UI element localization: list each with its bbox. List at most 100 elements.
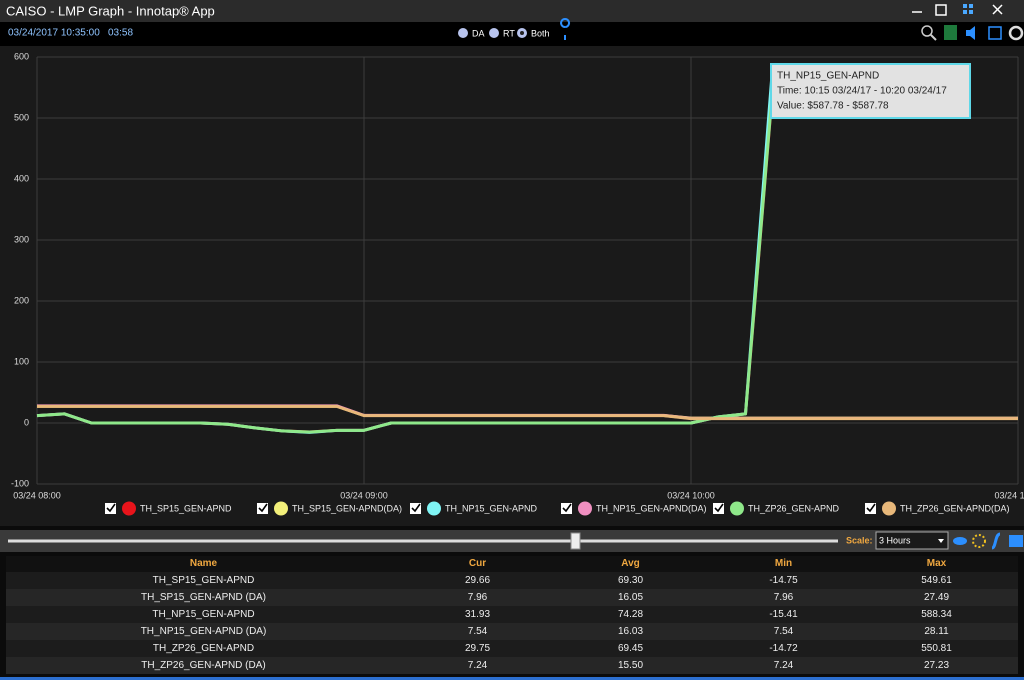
table-cell: 7.24 [773,660,794,671]
table-cell: Min [774,558,793,569]
table-cell: 74.28 [617,609,644,620]
tooltip-value: Value: $587.78 - $587.78 [777,101,889,112]
x-tick-label: 03/24 09:00 [340,490,388,500]
table-row: TH_NP15_GEN-APND (DA) 7.54 16.03 7.54 28.11 [6,623,1018,640]
legend-check [866,503,876,513]
table-cell: 29.66 [464,575,491,586]
legend-checkbox [105,503,116,514]
legend-item[interactable]: TH_SP15_GEN-APND [105,501,232,516]
scale-select[interactable]: 3 Hours [875,531,949,550]
x-tick-label: 03/24 08:00 [13,490,61,500]
legend-item[interactable]: TH_ZP26_GEN-APND(DA) [865,501,1010,516]
window-controls[interactable] [912,4,1003,16]
table-cell: 28.11 [924,626,949,637]
y-tick-label: 100 [14,356,29,366]
table-cell: TH_SP15_GEN-APND (DA) [140,592,267,603]
legend-item[interactable]: TH_SP15_GEN-APND(DA) [257,501,402,516]
radio-label: Both [531,28,550,38]
radio-da[interactable]: DA [458,28,485,38]
table-row: TH_ZP26_GEN-APND 29.75 69.45 -14.72 550.81 [6,640,1018,657]
plot-panel [0,46,1024,526]
timestamp: 03/24/2017 10:35:00 [8,28,100,39]
y-tick-label: 600 [14,51,29,61]
legend-checkbox [865,503,876,514]
table-cell: 7.54 [467,626,488,637]
table-cell: 29.75 [464,643,491,654]
legend-label: TH_SP15_GEN-APND [140,503,232,513]
radio-rt[interactable]: RT [489,28,515,38]
pin-icon[interactable] [560,18,571,40]
table-header: Name Cur Avg Min Max [6,556,1018,572]
window-title: CAISO - LMP Graph - Innotap® App [6,3,215,18]
table-cell: 31.93 [464,609,491,620]
table-cell: TH_NP15_GEN-APND (DA) [140,626,267,637]
slider-thumb[interactable] [570,532,581,550]
legend-label: TH_NP15_GEN-APND [445,503,538,513]
legend-swatch [882,501,896,516]
table-cell: 7.54 [773,626,794,637]
legend-checkbox [257,503,268,514]
scale-label: Scale: [846,535,873,545]
table-cell: TH_ZP26_GEN-APND [152,643,255,654]
legend-label: TH_NP15_GEN-APND(DA) [596,503,707,513]
legend-swatch [274,501,288,516]
x-tick-label: 03/24 10:00 [667,490,715,500]
view-icons[interactable] [953,532,1023,550]
table-cell: 27.23 [923,660,950,671]
y-tick-label: -100 [11,478,29,488]
tooltip-title: TH_NP15_GEN-APND [777,71,879,82]
table-cell: 27.49 [923,592,950,603]
y-tick-label: 200 [14,295,29,305]
countdown: 03:58 [108,28,133,39]
table-cell: Max [926,558,947,569]
tool-icons[interactable] [921,25,1024,41]
table-cell: TH_SP15_GEN-APND [152,575,255,586]
table-cell: Name [189,558,218,569]
y-tick-label: 300 [14,234,29,244]
table-cell: 69.45 [617,643,644,654]
table-cell: 69.30 [617,575,644,586]
tooltip: TH_NP15_GEN-APND Time: 10:15 03/24/17 - … [770,63,971,119]
series-line [36,85,800,434]
table-cell: -14.75 [769,575,798,586]
legend-check [714,503,724,513]
legend-check [106,503,116,513]
toolbar [0,22,1024,46]
table-cell: TH_NP15_GEN-APND [152,609,255,620]
legend-check [411,503,421,513]
series-line [37,404,1018,421]
table-cell: Avg [621,558,640,569]
scale-value: 3 Hours [879,535,911,545]
legend-swatch [578,501,592,516]
table-row: TH_ZP26_GEN-APND (DA) 7.24 15.50 7.24 27.23 [6,657,1018,674]
table-cell: Cur [468,558,487,569]
table-row: TH_NP15_GEN-APND 31.93 74.28 -15.41 588.34 [6,606,1018,623]
tooltip-box [770,63,971,119]
legend-swatch [730,501,744,516]
legend-checkbox [410,503,421,514]
legend-check [258,503,268,513]
legend-label: TH_SP15_GEN-APND(DA) [292,503,402,513]
table-cell: 588.34 [921,609,952,620]
table-cell: 7.96 [773,592,794,603]
legend-checkbox [561,503,572,514]
title-bar [0,0,1024,22]
bottom-border [0,677,1024,680]
y-tick-label: 400 [14,173,29,183]
table-cell: -14.72 [769,643,798,654]
legend-check [562,503,572,513]
table-cell: 7.24 [467,660,488,671]
legend-label: TH_ZP26_GEN-APND(DA) [900,503,1010,513]
radio-label: DA [472,28,485,38]
radio-both[interactable]: Both [517,28,550,38]
table-cell: -15.41 [769,609,798,620]
legend-item[interactable]: TH_NP15_GEN-APND [410,501,538,516]
table-cell: 7.96 [467,592,488,603]
legend-item[interactable]: TH_ZP26_GEN-APND [713,501,840,516]
legend-item[interactable]: TH_NP15_GEN-APND(DA) [561,501,707,516]
legend-label: TH_ZP26_GEN-APND [748,503,840,513]
table-cell: 549.61 [921,575,952,586]
table-cell: TH_ZP26_GEN-APND (DA) [141,660,266,671]
